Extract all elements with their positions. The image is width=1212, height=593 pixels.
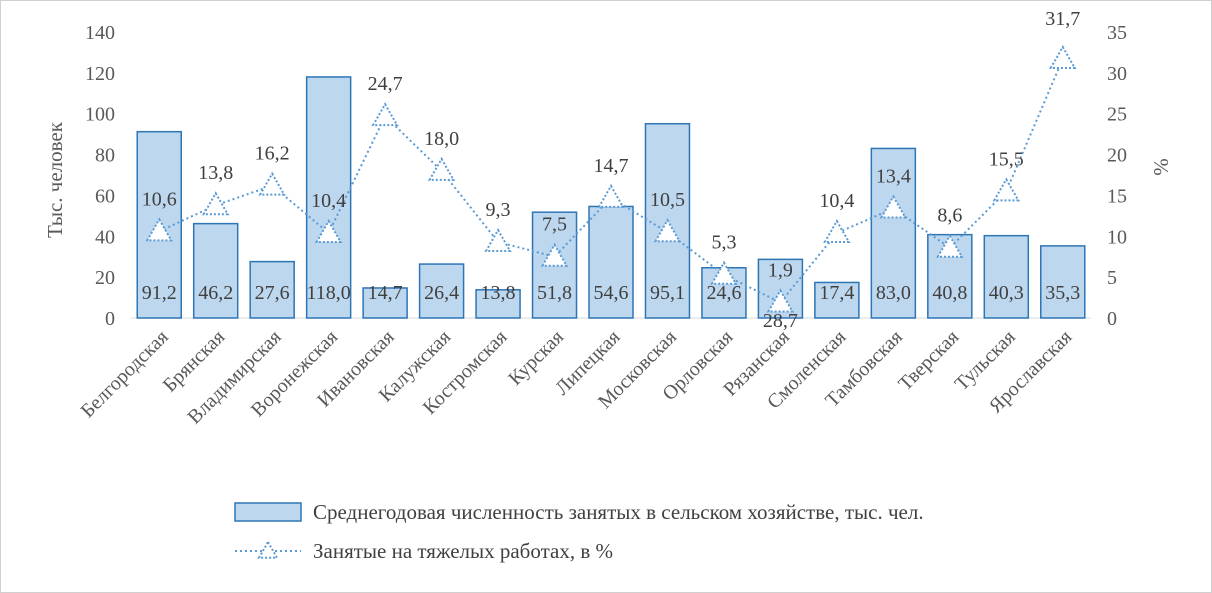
line-marker [540,242,569,267]
bar [305,76,352,319]
line-data-label: 18,0 [424,128,459,150]
line-marker [145,217,173,242]
line-marker [597,183,625,208]
line-data-label: 13,4 [876,166,911,188]
line-data-label: 1,9 [768,259,793,281]
y2-tick-label: 0 [1107,308,1117,330]
bar-data-label: 35,3 [1045,282,1080,304]
legend-bar-swatch [234,502,302,522]
line-marker [314,219,343,244]
legend-label: Занятые на тяжелых работах, в % [313,539,613,563]
y-tick-label: 140 [85,22,115,44]
bar [362,287,408,319]
y-tick-label: 0 [105,308,115,330]
y2-tick-label: 5 [1107,267,1117,289]
line-data-label: 5,3 [711,232,736,254]
y-tick-label: 40 [95,226,115,248]
line-marker [879,194,908,219]
bar-data-label: 17,4 [819,282,854,304]
y2-tick-label: 20 [1107,145,1127,167]
line-data-label: 8,6 [937,205,962,227]
bar-data-label: 27,6 [255,282,290,304]
y-tick-label: 20 [95,267,115,289]
legend-marker-icon [257,539,279,559]
line-marker [258,171,286,196]
y-tick-label: 60 [95,185,115,207]
bar-data-label: 26,4 [424,282,459,304]
bar [983,234,1030,319]
y2-tick-label: 35 [1107,22,1127,44]
bar-data-label: 28,7 [763,310,798,332]
y-axis-title: Тыс. человек [43,121,67,238]
y2-tick-label: 15 [1107,185,1127,207]
bar-data-label: 95,1 [650,282,685,304]
bar-data-label: 46,2 [198,282,233,304]
line-data-label: 10,5 [650,189,685,211]
line-marker [936,233,964,258]
line-marker [823,219,851,244]
line-marker [484,227,512,253]
bar-data-label: 40,8 [932,282,967,304]
bar-data-label: 14,7 [368,282,403,304]
bar [192,222,239,319]
line-data-label: 15,5 [989,148,1024,170]
bar-data-label: 54,6 [594,282,629,304]
bar-data-label: 83,0 [876,282,911,304]
line-marker [201,191,230,216]
bar [1040,245,1086,319]
y-tick-label: 120 [85,63,115,85]
line-data-label: 24,7 [368,73,403,95]
bar [418,263,465,319]
y2-tick-label: 30 [1107,63,1127,85]
bar [814,281,860,319]
bar [475,289,521,319]
y2-tick-label: 25 [1107,104,1127,126]
line-marker [653,218,682,243]
bar-data-label: 91,2 [142,282,177,304]
bar-data-label: 24,6 [706,282,741,304]
bar [870,147,917,319]
line-data-label: 31,7 [1045,8,1080,30]
bar-data-label: 13,8 [481,282,516,304]
line-data-label: 16,2 [255,143,290,165]
line-data-label: 7,5 [542,214,567,236]
line-marker [992,177,1021,202]
line-series [158,58,1064,304]
y2-tick-label: 10 [1107,226,1127,248]
line-data-label: 9,3 [486,199,511,221]
y-tick-label: 100 [85,104,115,126]
legend-label: Среднегодовая численность занятых в сель… [313,500,924,524]
bar-data-label: 51,8 [537,282,572,304]
line-data-label: 13,8 [198,162,233,184]
line-marker [1049,44,1077,69]
bar [588,205,634,319]
line-marker [427,156,456,181]
line-data-label: 10,4 [311,190,346,212]
line-data-label: 14,7 [594,155,629,177]
x-tick-label: Тверская [894,326,963,395]
line-marker [766,288,795,313]
y2-axis-title: % [1149,158,1173,176]
line-data-label: 10,4 [819,190,854,212]
x-tick-label: Белгородская [77,326,173,422]
bar-data-label: 40,3 [989,282,1024,304]
line-data-label: 10,6 [142,188,177,210]
bar [249,260,295,319]
bar-data-label: 118,0 [307,282,351,304]
line-marker [710,260,738,285]
y-tick-label: 80 [95,145,115,167]
line-marker [371,102,399,127]
